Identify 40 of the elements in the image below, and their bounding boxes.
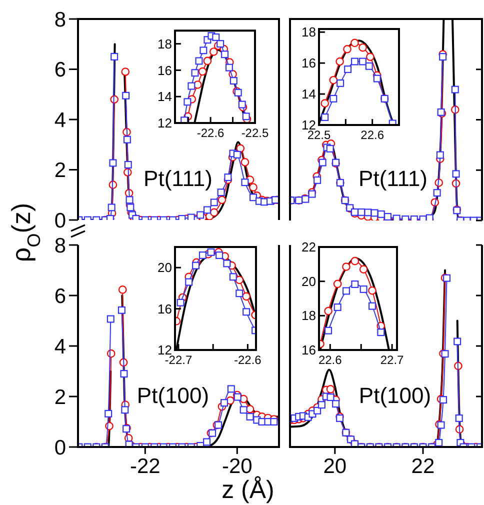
x-tick-label: -22 (130, 455, 160, 478)
x-tick-label: 22.5 (307, 128, 331, 142)
y-tick-label: 2 (54, 386, 66, 409)
y-tick-label: 8 (54, 8, 66, 32)
x-axis-title: z (Å) (222, 476, 274, 504)
x-tick-label: -22.5 (241, 126, 269, 140)
y-tick-label: 16 (158, 301, 172, 316)
y-tick-label: 16 (158, 62, 172, 78)
y-tick-label: 12 (158, 116, 172, 131)
y-tick-label: 14 (158, 89, 172, 104)
x-tick-label: 22.7 (380, 353, 404, 367)
x-tick-label: 22.6 (360, 128, 384, 142)
x-tick-label: -20 (222, 455, 252, 478)
y-tick-label: 0 (54, 436, 66, 460)
y-tick-label: 18 (302, 308, 316, 324)
y-tick-label: 0 (54, 209, 66, 232)
y-tick-label: 18 (158, 36, 172, 52)
y-tick-label: 18 (302, 24, 316, 40)
x-tick-label: 22 (411, 455, 435, 478)
annotation: Pt(100) (136, 383, 210, 408)
y-tick-label: 8 (54, 234, 66, 258)
x-tick-label: 22.6 (318, 353, 342, 367)
y-tick-label: 22 (302, 240, 316, 255)
x-tick-label: -22.7 (164, 353, 192, 367)
y-tick-label: 14 (302, 86, 316, 102)
y-tick-label: 20 (302, 274, 316, 289)
y-tick-label: 4 (54, 108, 66, 132)
annotation: Pt(111) (358, 166, 428, 191)
y-tick-label: 16 (302, 342, 316, 358)
x-tick-label: -22.6 (196, 126, 225, 140)
x-tick-label: -22.6 (234, 353, 262, 367)
x-tick-label: 20 (323, 455, 347, 478)
y-tick-label: 6 (54, 58, 66, 82)
annotation: Pt(100) (358, 383, 432, 408)
y-tick-label: 16 (302, 56, 316, 71)
annotation: Pt(111) (144, 166, 212, 191)
y-tick-label: 20 (158, 260, 172, 276)
y-tick-label: 2 (54, 159, 66, 182)
y-tick-label: 6 (54, 284, 66, 308)
y-tick-label: 4 (54, 335, 66, 358)
